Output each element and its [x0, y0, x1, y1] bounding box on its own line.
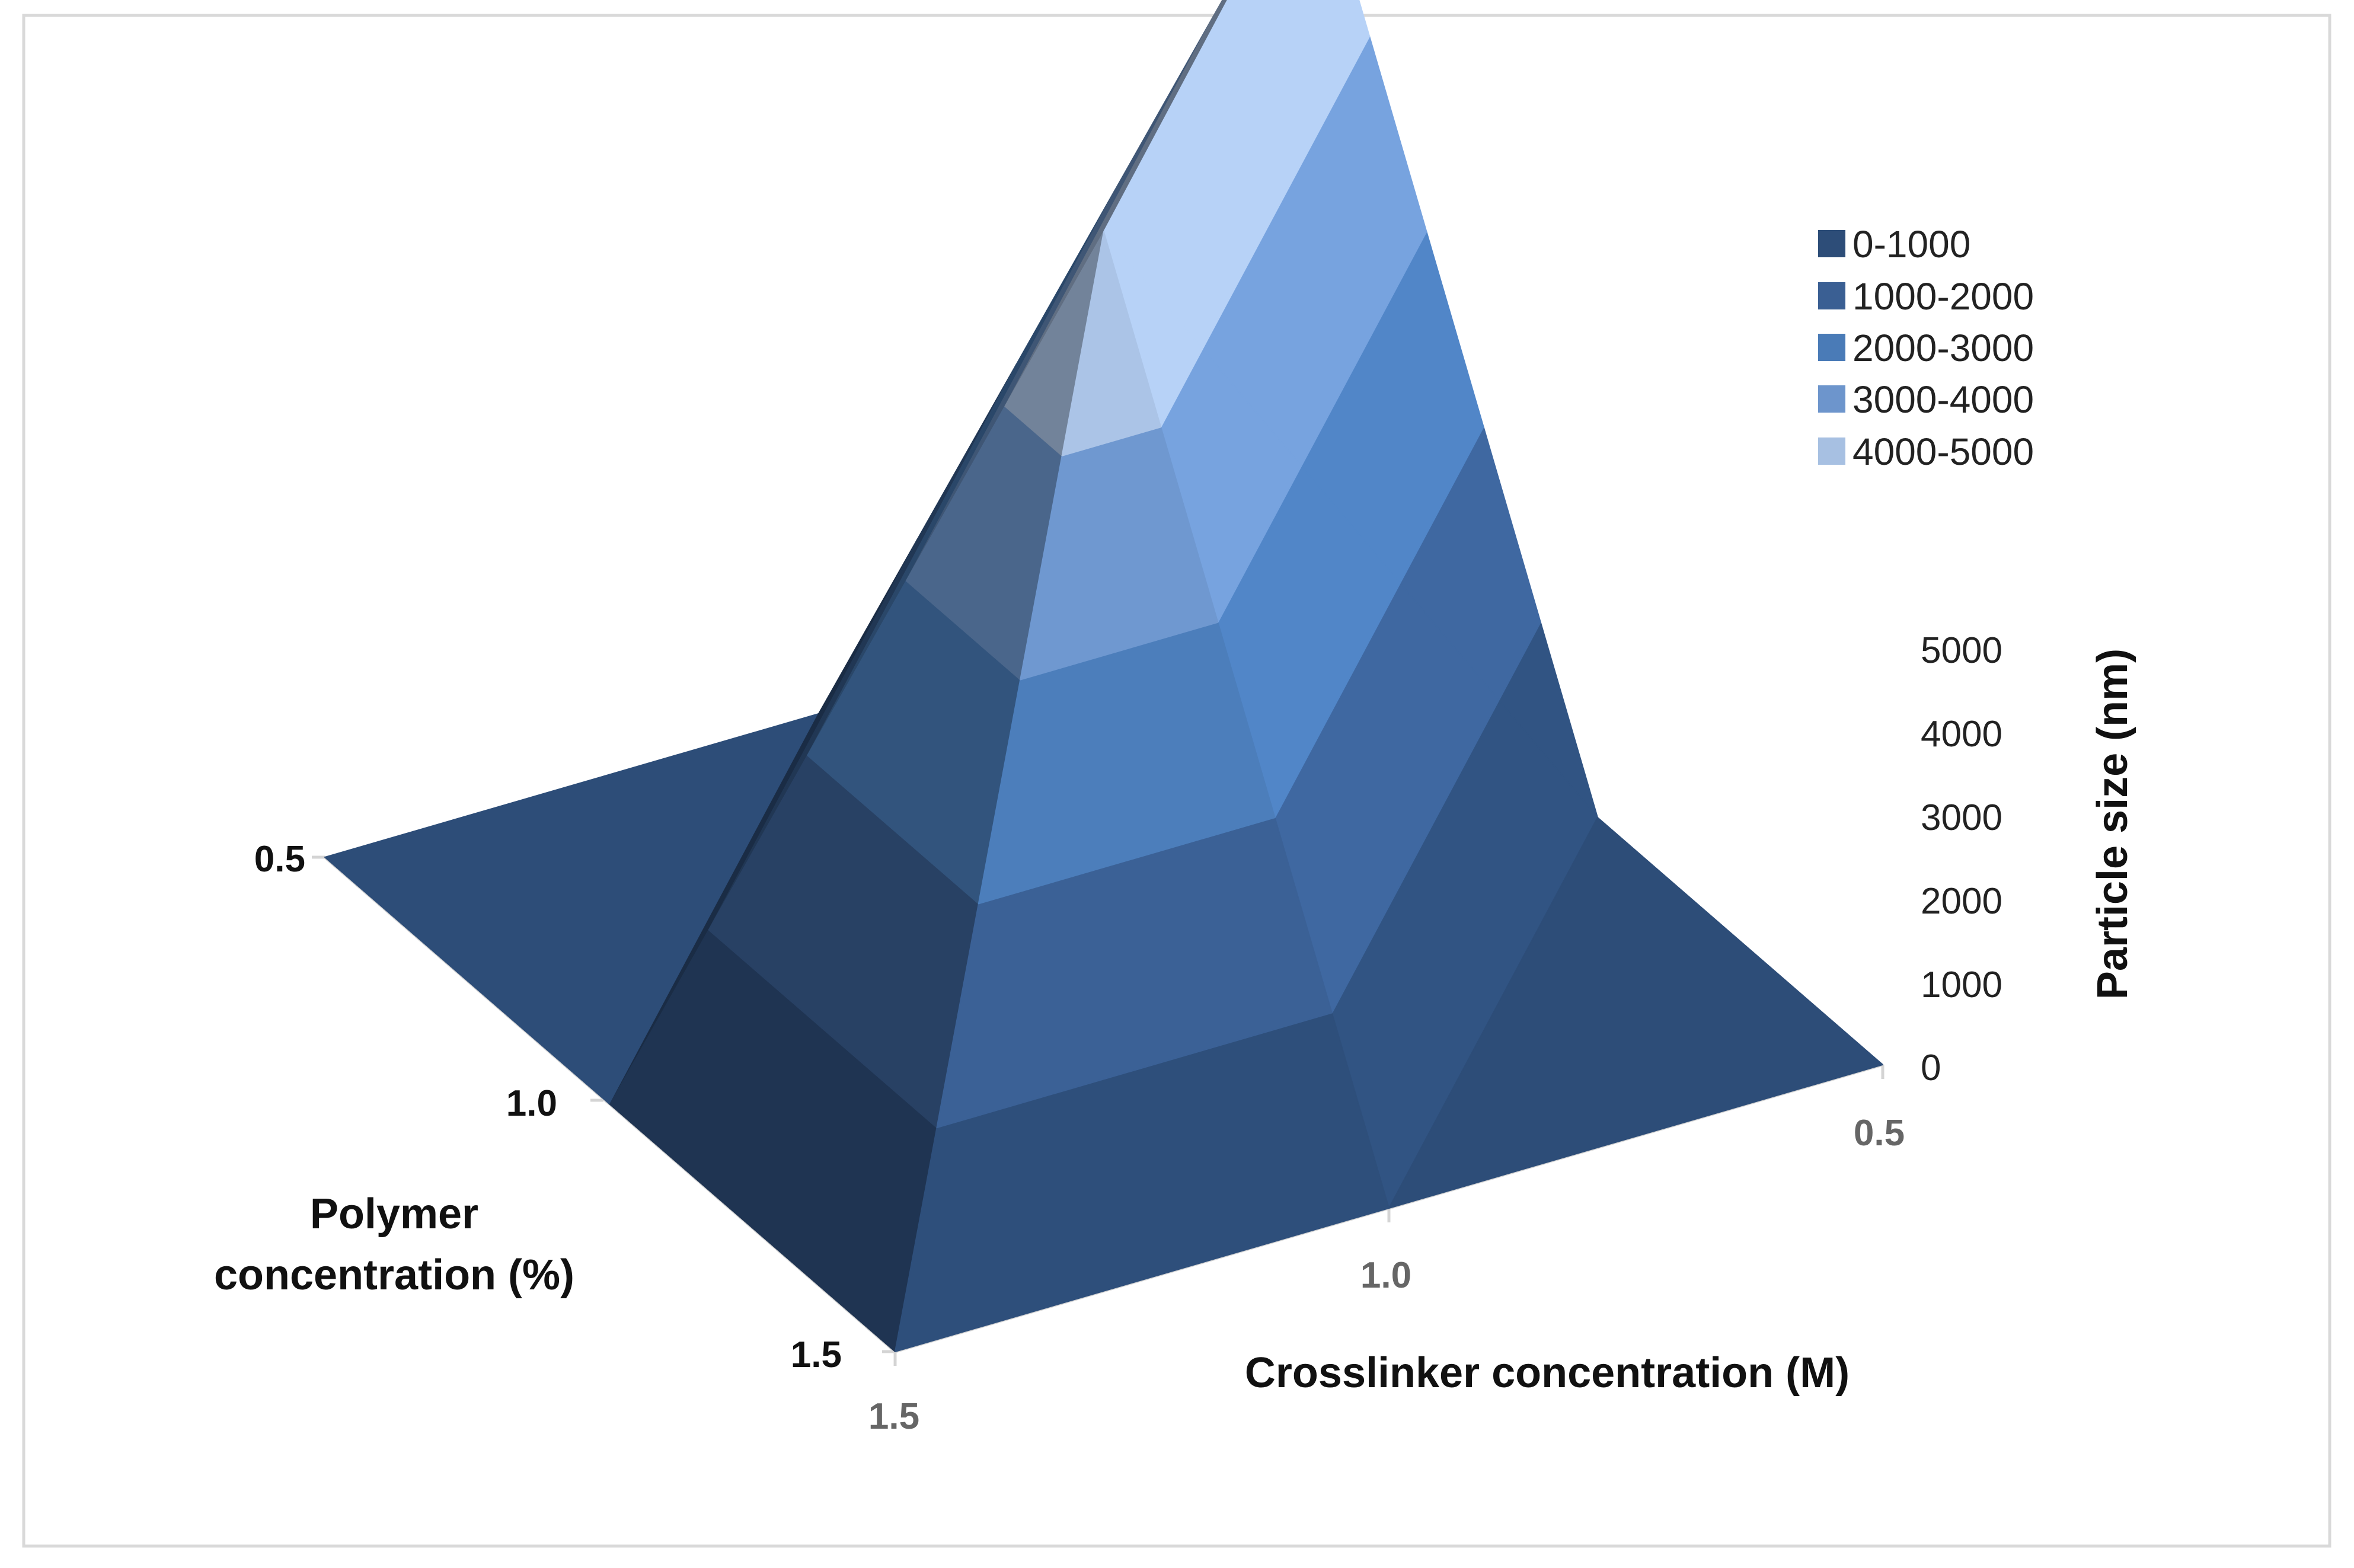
crosslinker-axis-title: Crosslinker concentration (M) [1245, 1349, 1850, 1397]
polymer-axis-title-line1: Polymer [310, 1190, 478, 1238]
z-axis-title: Particle size (nm) [2089, 649, 2136, 999]
surface-faces [324, 0, 1883, 1352]
legend-label: 1000-2000 [1852, 275, 2034, 318]
polymer-tick-label: 0.5 [254, 839, 305, 880]
legend-swatch [1818, 437, 1845, 465]
z-tick-label: 4000 [1921, 714, 2002, 755]
z-tick-label: 5000 [1921, 630, 2002, 671]
z-tick-label: 0 [1921, 1048, 1941, 1088]
crosslinker-tick-label: 1.0 [1360, 1255, 1411, 1296]
surface-band-4000-5000 [1061, 231, 1162, 456]
polymer-tick-label: 1.5 [791, 1334, 842, 1375]
legend-label: 4000-5000 [1852, 430, 2034, 473]
legend-label: 2000-3000 [1852, 327, 2034, 369]
polymer-axis-title-line2: concentration (%) [214, 1251, 574, 1299]
legend-swatch [1818, 230, 1845, 257]
z-tick-label: 1000 [1921, 965, 2002, 1005]
legend-label: 3000-4000 [1852, 378, 2034, 421]
crosslinker-tick-label: 1.5 [868, 1396, 919, 1437]
z-tick-label: 2000 [1921, 881, 2002, 922]
z-tick-label: 3000 [1921, 797, 2002, 838]
legend-label: 0-1000 [1852, 223, 1970, 266]
polymer-tick-label: 1.0 [506, 1083, 557, 1124]
crosslinker-tick-label: 0.5 [1854, 1113, 1905, 1154]
surface-band-0-1000 [1388, 817, 1883, 1209]
legend-swatch [1818, 282, 1845, 309]
legend: 0-1000 1000-2000 2000-3000 3000-4000 400… [1818, 223, 2034, 473]
legend-swatch [1818, 334, 1845, 361]
legend-swatch [1818, 385, 1845, 413]
